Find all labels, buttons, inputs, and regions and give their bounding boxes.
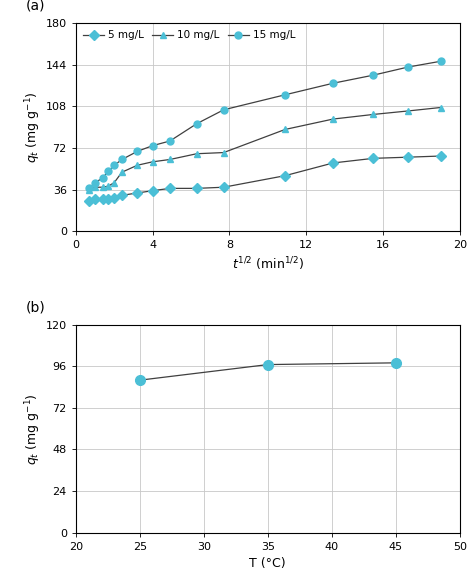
10 mg/L [106,182,111,189]
10 mg/L [167,156,173,163]
Line: 10 mg/L: 10 mg/L [86,104,444,193]
5 mg/L [150,187,155,194]
10 mg/L [135,162,140,168]
15 mg/L [330,80,336,87]
15 mg/L [92,179,98,186]
10 mg/L [330,116,336,123]
15 mg/L [282,91,288,98]
Y-axis label: $q_t$ (mg g$^{-1}$): $q_t$ (mg g$^{-1}$) [23,91,43,163]
10 mg/L [282,126,288,133]
10 mg/L [92,184,98,190]
5 mg/L [405,153,411,160]
15 mg/L [194,120,200,127]
15 mg/L [150,142,155,149]
5 mg/L [119,192,125,199]
15 mg/L [106,167,111,174]
Text: (b): (b) [26,301,46,314]
5 mg/L [371,155,376,162]
5 mg/L [86,197,92,204]
15 mg/L [135,148,140,155]
15 mg/L [100,174,106,181]
5 mg/L [194,185,200,192]
5 mg/L [111,194,117,201]
10 mg/L [221,149,227,156]
5 mg/L [106,195,111,202]
15 mg/L [167,138,173,145]
10 mg/L [150,158,155,165]
15 mg/L [119,156,125,163]
15 mg/L [371,72,376,79]
5 mg/L [221,184,227,190]
15 mg/L [438,58,443,65]
10 mg/L [86,186,92,193]
10 mg/L [194,150,200,157]
5 mg/L [100,195,106,202]
Line: 15 mg/L: 15 mg/L [86,58,444,192]
10 mg/L [111,179,117,186]
X-axis label: $t^{1/2}$ (min$^{1/2}$): $t^{1/2}$ (min$^{1/2}$) [232,256,304,273]
Legend: 5 mg/L, 10 mg/L, 15 mg/L: 5 mg/L, 10 mg/L, 15 mg/L [81,28,298,42]
10 mg/L [119,168,125,175]
15 mg/L [221,107,227,113]
5 mg/L [438,152,443,159]
Line: 5 mg/L: 5 mg/L [86,152,444,204]
5 mg/L [92,195,98,202]
10 mg/L [100,184,106,190]
5 mg/L [167,185,173,192]
5 mg/L [135,189,140,196]
10 mg/L [438,104,443,111]
Text: (a): (a) [26,0,46,13]
5 mg/L [330,159,336,166]
15 mg/L [405,64,411,71]
5 mg/L [282,172,288,179]
X-axis label: T (°C): T (°C) [249,557,286,570]
10 mg/L [405,108,411,115]
Y-axis label: $q_t$ (mg g$^{-1}$): $q_t$ (mg g$^{-1}$) [23,393,43,464]
10 mg/L [371,111,376,118]
15 mg/L [111,162,117,168]
15 mg/L [86,185,92,192]
